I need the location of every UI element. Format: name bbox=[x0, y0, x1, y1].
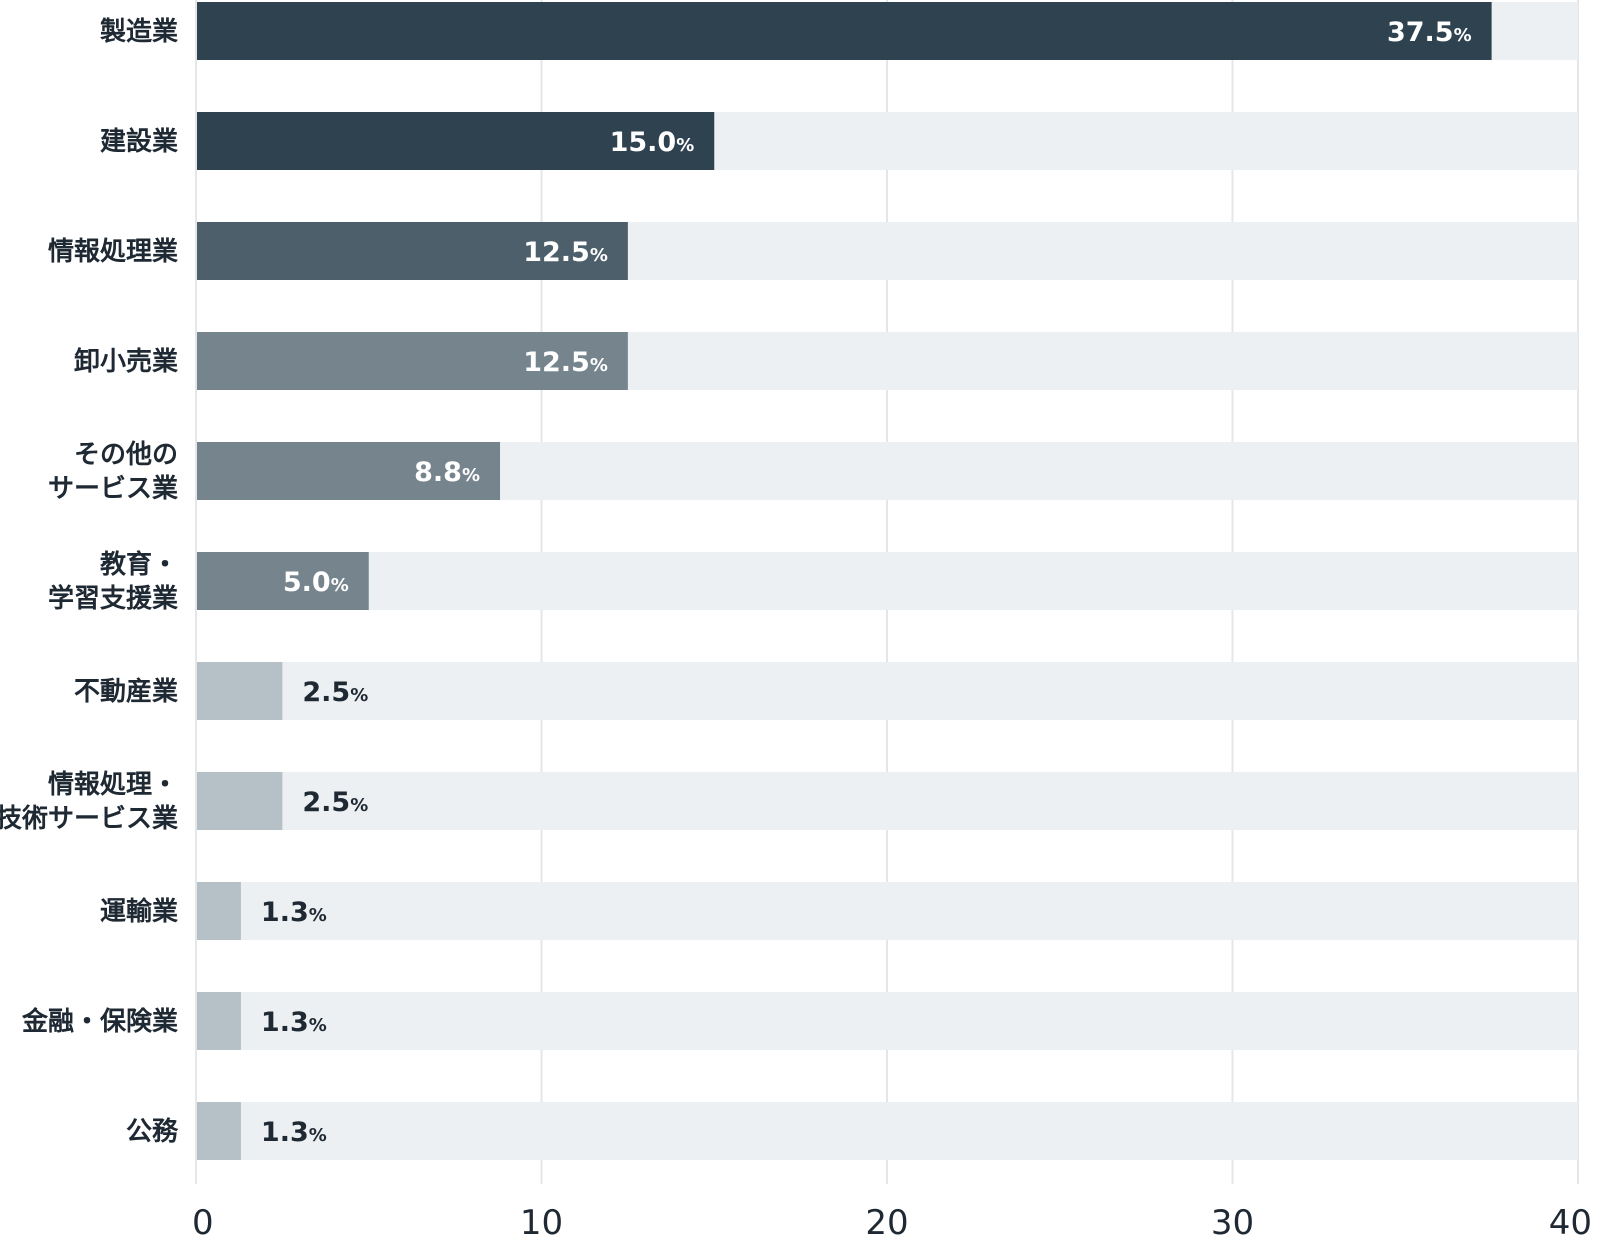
category-label-9: 金融・保険業 bbox=[21, 1006, 178, 1037]
data-label-unit: % bbox=[1454, 25, 1472, 46]
data-label-4: 8.8% bbox=[414, 457, 480, 488]
category-label-0: 製造業 bbox=[100, 17, 178, 47]
data-label-9: 1.3% bbox=[261, 1007, 327, 1038]
bar-track-5 bbox=[196, 552, 1578, 610]
x-tick-label-30: 30 bbox=[1211, 1203, 1254, 1243]
data-label-unit: % bbox=[309, 1125, 327, 1146]
data-label-6: 2.5% bbox=[302, 677, 368, 708]
bar-layer bbox=[196, 2, 1492, 1160]
category-label-line: その他の bbox=[74, 440, 178, 470]
data-label-unit: % bbox=[309, 1015, 327, 1036]
data-label-value: 15.0 bbox=[610, 127, 677, 158]
bar-3 bbox=[196, 332, 628, 390]
category-label-line: 教育・ bbox=[100, 549, 178, 580]
bar-track-6 bbox=[196, 662, 1578, 720]
category-label-line: 不動産業 bbox=[74, 676, 178, 707]
data-label-unit: % bbox=[590, 355, 608, 376]
data-label-value: 1.3 bbox=[261, 1007, 309, 1038]
data-label-value: 1.3 bbox=[261, 897, 309, 928]
bar-9 bbox=[196, 992, 241, 1050]
data-label-value: 12.5 bbox=[523, 347, 590, 378]
data-label-value: 1.3 bbox=[261, 1117, 309, 1148]
bar-10 bbox=[196, 1102, 241, 1160]
bar-track-9 bbox=[196, 992, 1578, 1050]
bar-track-8 bbox=[196, 882, 1578, 940]
data-label-unit: % bbox=[309, 905, 327, 926]
data-label-8: 1.3% bbox=[261, 897, 327, 928]
data-label-1: 15.0% bbox=[610, 127, 695, 158]
data-label-unit: % bbox=[350, 795, 368, 816]
category-label-5: 教育・学習支援業 bbox=[48, 549, 178, 614]
x-tick-label-0: 0 bbox=[192, 1203, 214, 1243]
category-label-6: 不動産業 bbox=[74, 676, 178, 707]
bar-4 bbox=[196, 442, 501, 500]
data-label-value: 2.5 bbox=[302, 787, 350, 818]
data-label-unit: % bbox=[462, 465, 480, 486]
category-label-2: 情報処理業 bbox=[48, 237, 178, 267]
x-axis: 0 10 20 30 40 bbox=[192, 0, 1592, 1243]
bar-2 bbox=[196, 222, 628, 280]
bar-0 bbox=[196, 2, 1492, 60]
bar-track-7 bbox=[196, 772, 1578, 830]
data-label-value: 12.5 bbox=[523, 237, 590, 268]
category-label-line: 運輸業 bbox=[100, 896, 178, 927]
data-label-unit: % bbox=[350, 685, 368, 706]
data-label-unit: % bbox=[676, 135, 694, 156]
category-label-10: 公務 bbox=[126, 1117, 179, 1147]
x-tick-label-40: 40 bbox=[1549, 1203, 1592, 1243]
data-label-2: 12.5% bbox=[523, 237, 608, 268]
category-label-line: 卸小売業 bbox=[74, 346, 178, 377]
bar-5 bbox=[196, 552, 369, 610]
category-label-4: その他のサービス業 bbox=[48, 440, 178, 504]
data-label-3: 12.5% bbox=[523, 347, 608, 378]
category-label-1: 建設業 bbox=[100, 126, 178, 157]
data-label-0: 37.5% bbox=[1387, 17, 1472, 48]
category-label-line: 技術サービス業 bbox=[0, 804, 178, 834]
data-label-5: 5.0% bbox=[283, 567, 349, 598]
x-tick-label-10: 10 bbox=[520, 1203, 563, 1243]
data-label-value: 5.0 bbox=[283, 567, 331, 598]
label-layer: 37.5% 製造業 15.0% 建設業 12.5% 情報処理業 12.5% 卸小売業 8.8% そ… bbox=[0, 17, 1472, 1148]
data-label-10: 1.3% bbox=[261, 1117, 327, 1148]
category-label-line: 建設業 bbox=[100, 126, 178, 157]
category-label-line: 金融・保険業 bbox=[21, 1006, 178, 1037]
category-label-3: 卸小売業 bbox=[74, 346, 178, 377]
data-label-value: 37.5 bbox=[1387, 17, 1454, 48]
category-label-line: 情報処理・ bbox=[48, 770, 178, 800]
data-label-value: 8.8 bbox=[414, 457, 462, 488]
data-label-7: 2.5% bbox=[302, 787, 368, 818]
category-label-line: サービス業 bbox=[48, 474, 178, 504]
category-label-line: 製造業 bbox=[100, 17, 178, 47]
x-tick-label-20: 20 bbox=[865, 1203, 908, 1243]
category-label-8: 運輸業 bbox=[100, 896, 178, 927]
category-label-line: 情報処理業 bbox=[48, 237, 178, 267]
data-label-unit: % bbox=[331, 575, 349, 596]
category-label-line: 公務 bbox=[126, 1117, 179, 1147]
data-label-value: 2.5 bbox=[302, 677, 350, 708]
bar-8 bbox=[196, 882, 241, 940]
bar-1 bbox=[196, 112, 715, 170]
category-label-7: 情報処理・技術サービス業 bbox=[0, 770, 178, 834]
bar-7 bbox=[196, 772, 283, 830]
data-label-unit: % bbox=[590, 245, 608, 266]
bar-6 bbox=[196, 662, 283, 720]
category-label-line: 学習支援業 bbox=[48, 583, 178, 614]
bar-track-10 bbox=[196, 1102, 1578, 1160]
